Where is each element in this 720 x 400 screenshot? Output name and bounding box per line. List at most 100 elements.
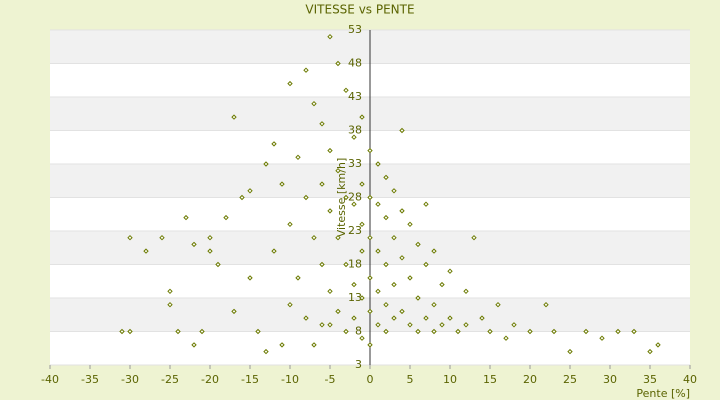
point xyxy=(287,80,293,87)
point xyxy=(167,288,173,295)
point xyxy=(119,328,125,335)
point xyxy=(143,248,149,254)
point xyxy=(159,234,165,241)
point xyxy=(631,328,637,335)
point xyxy=(383,328,389,335)
point xyxy=(343,87,349,94)
point xyxy=(415,295,421,301)
point xyxy=(127,234,133,241)
y-tick-label: 48 xyxy=(348,57,362,70)
point xyxy=(319,322,325,328)
point xyxy=(295,275,301,281)
point xyxy=(399,127,405,134)
point xyxy=(503,335,509,341)
point xyxy=(351,281,357,288)
chart-title: VITESSE vs PENTE xyxy=(305,3,414,17)
point xyxy=(391,188,397,194)
point xyxy=(343,261,349,268)
x-tick-label: -35 xyxy=(81,373,99,386)
point xyxy=(423,315,429,321)
point xyxy=(375,322,381,328)
point xyxy=(351,134,357,140)
y-tick-label: 43 xyxy=(348,90,362,103)
point xyxy=(407,221,413,228)
point xyxy=(367,194,373,201)
x-tick-label: 20 xyxy=(523,373,537,386)
y-tick-label: 33 xyxy=(348,157,362,170)
point xyxy=(479,315,485,321)
point xyxy=(447,268,453,274)
point xyxy=(367,275,373,281)
point xyxy=(431,248,437,254)
point xyxy=(239,194,245,201)
x-tick-label: -30 xyxy=(121,373,139,386)
point xyxy=(383,301,389,308)
point xyxy=(359,335,365,341)
point xyxy=(431,328,437,335)
x-tick-label: 10 xyxy=(443,373,457,386)
point xyxy=(303,194,309,201)
point xyxy=(279,181,285,187)
point xyxy=(327,288,333,295)
y-tick-label: 3 xyxy=(355,358,362,371)
x-tick-label: -15 xyxy=(241,373,259,386)
y-tick-label: 23 xyxy=(348,224,362,237)
point xyxy=(383,214,389,221)
y-axis-label: Vitesse [km/h] xyxy=(335,158,348,238)
point xyxy=(183,214,189,221)
y-tick-label: 13 xyxy=(348,291,362,304)
point xyxy=(359,295,365,301)
point xyxy=(359,181,365,187)
point xyxy=(295,154,301,161)
point xyxy=(567,348,573,355)
x-tick-label: -5 xyxy=(325,373,336,386)
point xyxy=(207,234,213,241)
point xyxy=(527,328,533,335)
y-tick-label: 8 xyxy=(355,325,362,338)
point xyxy=(415,241,421,248)
x-tick-label: 15 xyxy=(483,373,497,386)
point xyxy=(167,301,173,308)
point xyxy=(335,167,341,174)
point xyxy=(311,342,317,348)
y-tick-label: 28 xyxy=(348,191,362,204)
point xyxy=(383,261,389,268)
point xyxy=(335,308,341,315)
point xyxy=(391,234,397,241)
point xyxy=(311,100,317,107)
point xyxy=(487,328,493,335)
point xyxy=(399,255,405,261)
point xyxy=(447,315,453,321)
y-tick-label: 18 xyxy=(348,258,362,271)
point xyxy=(127,328,133,335)
x-axis-label: Pente [%] xyxy=(636,387,690,400)
point xyxy=(247,188,253,194)
point xyxy=(375,201,381,207)
point xyxy=(287,221,293,228)
point xyxy=(551,328,557,335)
point xyxy=(375,288,381,295)
point xyxy=(439,281,445,288)
point xyxy=(255,328,261,335)
point xyxy=(455,328,461,335)
point xyxy=(199,328,205,335)
point xyxy=(215,261,221,268)
point xyxy=(399,308,405,315)
point xyxy=(191,241,197,248)
point xyxy=(335,234,341,241)
point xyxy=(367,308,373,315)
point xyxy=(647,348,653,355)
point xyxy=(327,147,333,154)
point xyxy=(335,60,341,67)
point xyxy=(407,275,413,281)
point xyxy=(175,328,181,335)
point xyxy=(383,174,389,181)
point xyxy=(367,342,373,348)
point xyxy=(359,221,365,228)
point xyxy=(655,342,661,348)
point xyxy=(463,322,469,328)
x-tick-label: 40 xyxy=(683,373,697,386)
point xyxy=(351,315,357,321)
point xyxy=(367,147,373,154)
point xyxy=(263,161,269,167)
